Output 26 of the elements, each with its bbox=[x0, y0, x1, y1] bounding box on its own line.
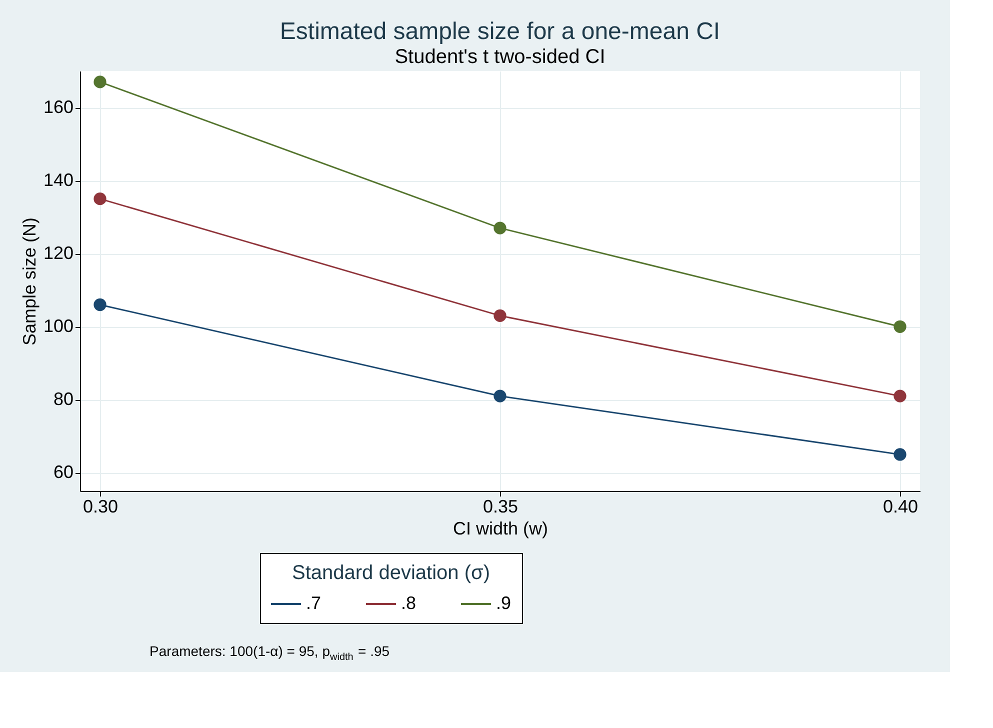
point bbox=[94, 76, 106, 88]
legend-label: .7 bbox=[306, 593, 322, 613]
y-tick-label: 140 bbox=[43, 170, 74, 190]
x-axis-title: CI width (w) bbox=[452, 518, 548, 538]
point bbox=[494, 309, 506, 322]
x-tick-label: 0.30 bbox=[82, 496, 118, 516]
x-tick-label: 0.35 bbox=[482, 496, 518, 516]
point bbox=[94, 192, 106, 206]
chart-subtitle: Student's t two-sided CI bbox=[394, 46, 606, 68]
y-tick-label: 160 bbox=[43, 97, 74, 118]
y-tick-label: 100 bbox=[43, 316, 74, 336]
y-axis-title: Sample size (N) bbox=[19, 217, 40, 346]
y-tick-label: 120 bbox=[43, 243, 74, 264]
point bbox=[494, 390, 506, 402]
chart-title: Estimated sample size for a one-mean CI bbox=[280, 18, 720, 45]
y-tick-label: 60 bbox=[53, 462, 74, 482]
point bbox=[894, 448, 906, 461]
y-tick-label: 80 bbox=[53, 389, 74, 410]
x-tick-label: 0.40 bbox=[882, 496, 918, 516]
point bbox=[94, 298, 106, 312]
legend-title: Standard deviation (σ) bbox=[292, 562, 490, 584]
point bbox=[894, 390, 906, 402]
point bbox=[894, 320, 906, 333]
point bbox=[494, 222, 506, 234]
legend-label: .9 bbox=[496, 593, 512, 613]
legend-label: .8 bbox=[401, 593, 416, 613]
